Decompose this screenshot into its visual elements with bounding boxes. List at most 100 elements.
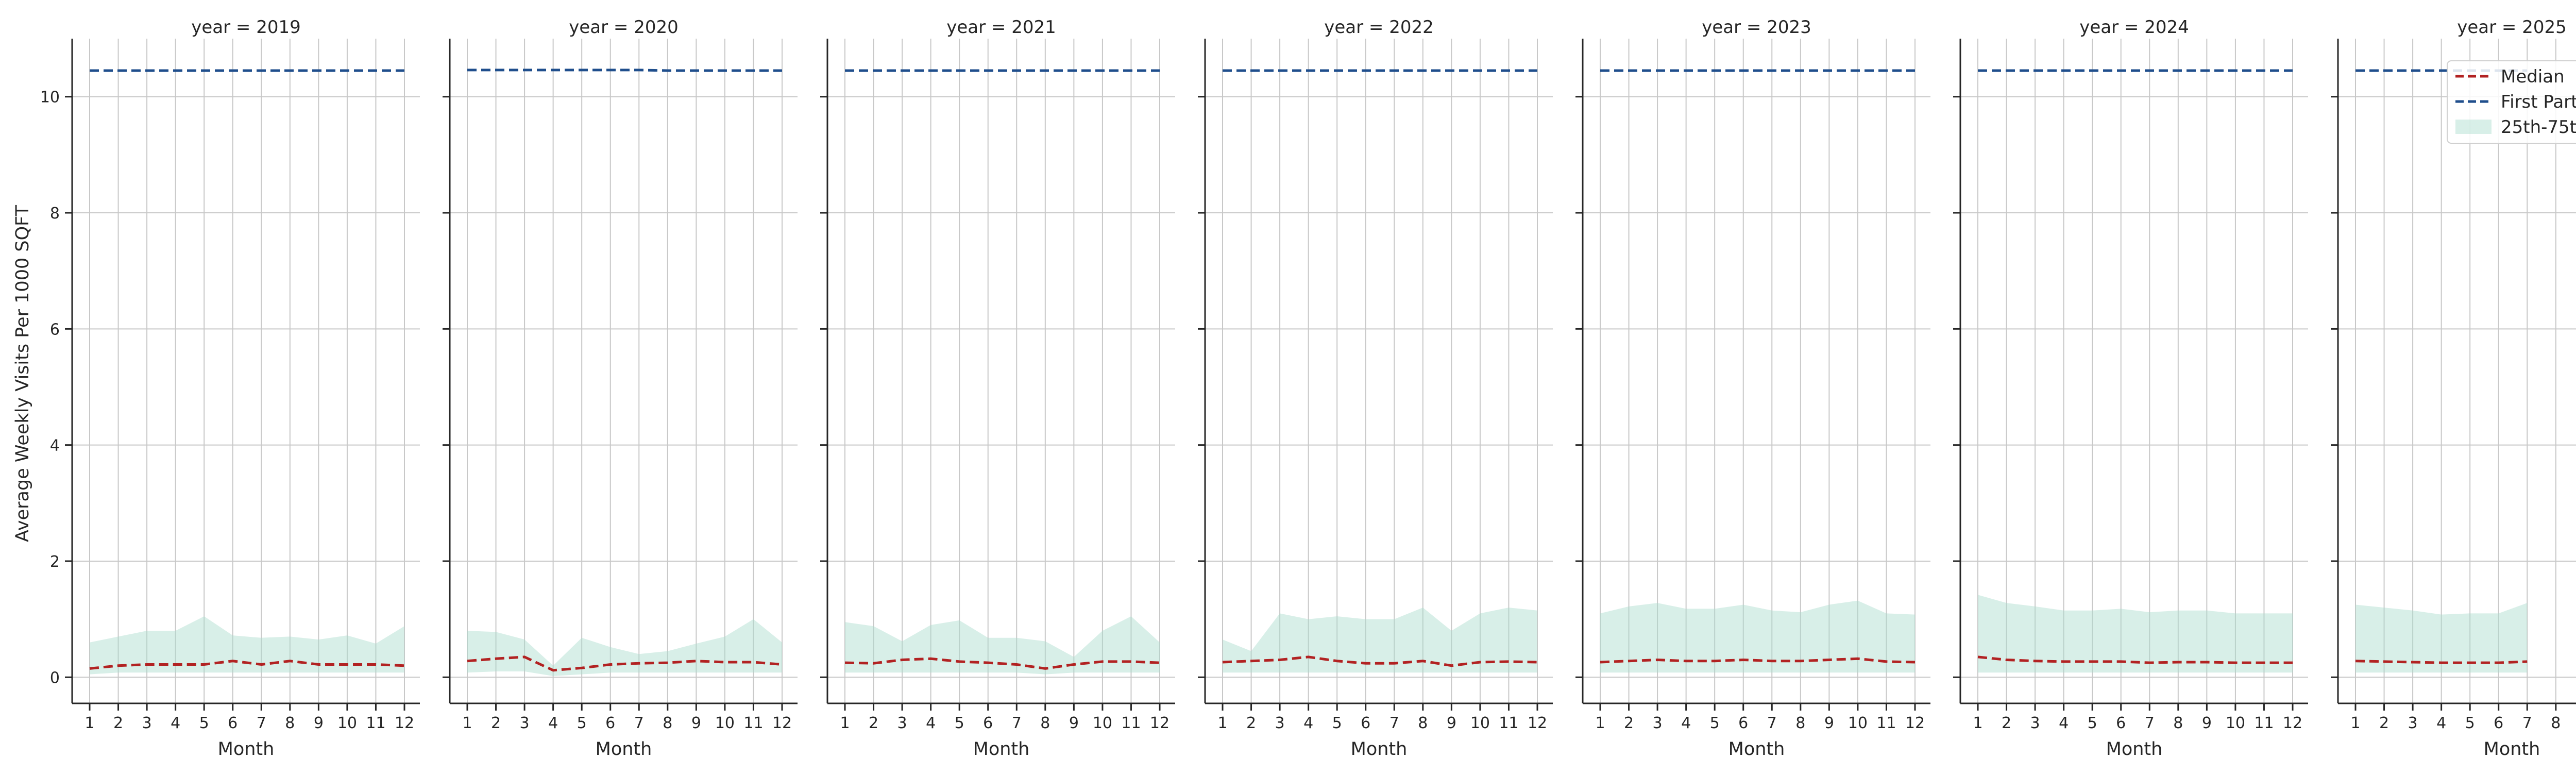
x-tick-label: 12: [1150, 714, 1170, 732]
x-tick-label: 5: [955, 714, 964, 732]
x-tick-label: 2: [1624, 714, 1634, 732]
x-tick-label: 4: [2059, 714, 2069, 732]
x-tick-label: 6: [1738, 714, 1748, 732]
x-tick-label: 4: [1681, 714, 1691, 732]
x-tick-label: 11: [1499, 714, 1518, 732]
legend: Median First Party Median 25th-75th Percen…: [2447, 60, 2576, 144]
x-axis-title: Month: [596, 739, 652, 760]
median-line: [89, 660, 405, 670]
x-tick-label: 7: [634, 714, 644, 732]
x-tick-label: 9: [2202, 714, 2212, 732]
x-axis-title: Month: [1351, 739, 1408, 760]
x-tick-label: 2: [113, 714, 123, 732]
x-tick-label: 7: [2145, 714, 2155, 732]
x-tick-label: 9: [314, 714, 324, 732]
median-line: [2355, 660, 2528, 664]
x-tick-label: 7: [2522, 714, 2532, 732]
x-tick-label: 9: [1447, 714, 1456, 732]
percentile-band: [2355, 603, 2528, 673]
y-tick-label: 2: [50, 553, 60, 571]
x-tick-label: 1: [840, 714, 850, 732]
x-tick-label: 11: [1876, 714, 1896, 732]
x-tick-label: 6: [983, 714, 993, 732]
x-tick-label: 3: [2408, 714, 2418, 732]
first-party-median-line: [467, 69, 782, 72]
x-tick-label: 11: [1121, 714, 1141, 732]
x-tick-label: 1: [462, 714, 472, 732]
x-tick-label: 6: [605, 714, 615, 732]
x-tick-label: 1: [1973, 714, 1982, 732]
x-tick-label: 3: [2030, 714, 2040, 732]
facet-title: year = 2022: [1324, 17, 1433, 38]
x-tick-label: 10: [1093, 714, 1112, 732]
x-tick-label: 6: [1361, 714, 1370, 732]
x-tick-label: 5: [199, 714, 209, 732]
x-tick-label: 10: [1848, 714, 1868, 732]
legend-label: 25th-75th Percentile: [2501, 117, 2576, 138]
x-tick-label: 5: [1710, 714, 1720, 732]
x-tick-label: 3: [1275, 714, 1285, 732]
x-tick-label: 10: [1470, 714, 1490, 732]
facet-title: year = 2019: [191, 17, 300, 38]
y-tick-label: 0: [50, 669, 60, 687]
x-tick-label: 7: [1767, 714, 1777, 732]
x-tick-label: 4: [548, 714, 558, 732]
x-tick-label: 11: [2254, 714, 2274, 732]
x-tick-label: 10: [337, 714, 357, 732]
facet-title: year = 2020: [569, 17, 678, 38]
x-tick-label: 3: [897, 714, 907, 732]
x-tick-label: 5: [2465, 714, 2475, 732]
x-tick-label: 1: [84, 714, 94, 732]
x-tick-label: 5: [577, 714, 587, 732]
x-tick-label: 9: [691, 714, 701, 732]
x-tick-label: 1: [2350, 714, 2360, 732]
x-tick-label: 10: [715, 714, 735, 732]
y-tick-label: 10: [40, 89, 60, 107]
x-tick-label: 1: [1595, 714, 1605, 732]
x-tick-label: 6: [2116, 714, 2126, 732]
facet-title: year = 2025: [2457, 17, 2566, 38]
x-tick-label: 8: [285, 714, 295, 732]
x-tick-label: 7: [1012, 714, 1022, 732]
x-axis-title: Month: [2484, 739, 2540, 760]
x-tick-label: 4: [1303, 714, 1313, 732]
legend-label: Median: [2501, 66, 2565, 87]
x-tick-label: 1: [1217, 714, 1227, 732]
x-axis-title: Month: [973, 739, 1030, 760]
percentile-band: [845, 616, 1160, 675]
x-tick-label: 2: [2002, 714, 2011, 732]
x-tick-label: 7: [257, 714, 266, 732]
x-tick-label: 4: [2436, 714, 2446, 732]
median-line: [1600, 657, 1916, 664]
x-tick-label: 2: [1246, 714, 1256, 732]
x-tick-label: 8: [2173, 714, 2183, 732]
x-tick-label: 4: [171, 714, 180, 732]
x-tick-label: 6: [228, 714, 238, 732]
x-tick-label: 2: [2379, 714, 2389, 732]
percentile-band: [1600, 600, 1915, 673]
x-tick-label: 11: [743, 714, 763, 732]
facet-title: year = 2024: [2079, 17, 2189, 38]
x-tick-label: 3: [142, 714, 152, 732]
x-tick-label: 2: [869, 714, 878, 732]
y-tick-label: 4: [50, 437, 60, 455]
x-tick-label: 12: [2283, 714, 2302, 732]
percentile-band: [90, 616, 404, 675]
median-line: [844, 657, 1160, 670]
facet-title: year = 2021: [946, 17, 1056, 38]
x-tick-label: 12: [1528, 714, 1547, 732]
percentile-band: [1223, 608, 1537, 673]
x-tick-label: 12: [395, 714, 414, 732]
x-tick-label: 5: [2088, 714, 2097, 732]
median-line: [1222, 655, 1538, 667]
x-tick-label: 4: [926, 714, 936, 732]
